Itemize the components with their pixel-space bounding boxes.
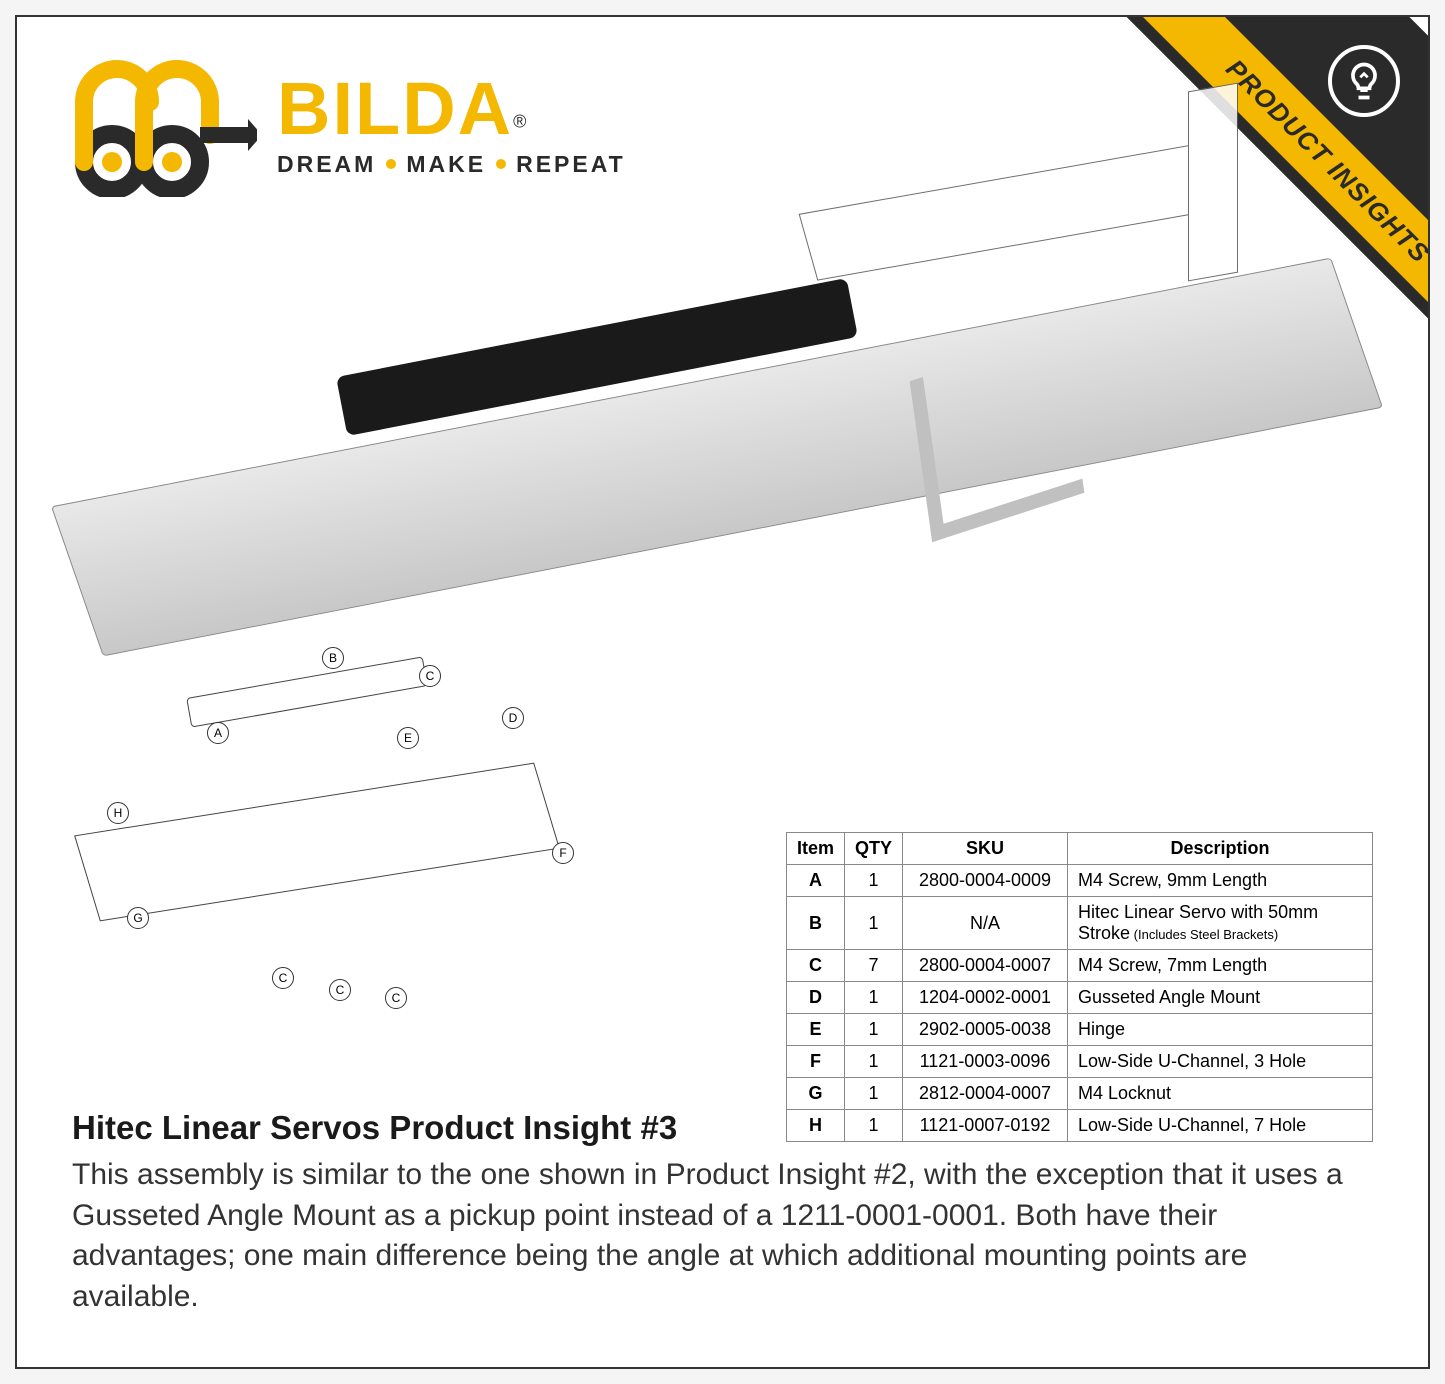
col-header-item: Item bbox=[786, 833, 844, 865]
description-block: Hitec Linear Servos Product Insight #3 T… bbox=[72, 1109, 1373, 1317]
cell-item: F bbox=[786, 1046, 844, 1078]
cell-qty: 1 bbox=[844, 1078, 902, 1110]
cell-qty: 1 bbox=[844, 1046, 902, 1078]
cell-qty: 1 bbox=[844, 865, 902, 897]
callout-bubble: C bbox=[385, 987, 407, 1009]
cell-qty: 1 bbox=[844, 897, 902, 950]
callout-bubble: C bbox=[329, 979, 351, 1001]
cell-sku: 2902-0005-0038 bbox=[903, 1014, 1068, 1046]
table-row: G12812-0004-0007M4 Locknut bbox=[786, 1078, 1372, 1110]
cell-sku: 1121-0003-0096 bbox=[903, 1046, 1068, 1078]
cell-sku: 2812-0004-0007 bbox=[903, 1078, 1068, 1110]
cell-sku: 2800-0004-0007 bbox=[903, 950, 1068, 982]
table-row: A12800-0004-0009M4 Screw, 9mm Length bbox=[786, 865, 1372, 897]
exploded-actuator-shape bbox=[186, 656, 428, 727]
cell-qty: 1 bbox=[844, 982, 902, 1014]
cell-desc-sub: (Includes Steel Brackets) bbox=[1130, 927, 1278, 942]
exploded-channel-shape bbox=[74, 763, 560, 922]
callout-bubble: C bbox=[272, 967, 294, 989]
callout-bubble: E bbox=[397, 727, 419, 749]
insight-title: Hitec Linear Servos Product Insight #3 bbox=[72, 1109, 1373, 1147]
callout-bubble: F bbox=[552, 842, 574, 864]
registered-mark: ® bbox=[513, 112, 526, 132]
cell-item: C bbox=[786, 950, 844, 982]
cell-desc: Hitec Linear Servo with 50mm Stroke (Inc… bbox=[1068, 897, 1373, 950]
table-row: E12902-0005-0038Hinge bbox=[786, 1014, 1372, 1046]
cell-desc: M4 Screw, 9mm Length bbox=[1068, 865, 1373, 897]
cell-sku: 1204-0002-0001 bbox=[903, 982, 1068, 1014]
callout-bubble: A bbox=[207, 722, 229, 744]
cell-item: G bbox=[786, 1078, 844, 1110]
parts-list-table: Item QTY SKU Description A12800-0004-000… bbox=[786, 832, 1373, 1142]
cell-qty: 1 bbox=[844, 1014, 902, 1046]
callout-bubble: B bbox=[322, 647, 344, 669]
table-row: F11121-0003-0096Low-Side U-Channel, 3 Ho… bbox=[786, 1046, 1372, 1078]
cell-item: E bbox=[786, 1014, 844, 1046]
cell-sku: N/A bbox=[903, 897, 1068, 950]
cell-item: D bbox=[786, 982, 844, 1014]
cell-item: B bbox=[786, 897, 844, 950]
cell-qty: 7 bbox=[844, 950, 902, 982]
lightbulb-icon bbox=[1328, 45, 1400, 117]
exploded-view-diagram: A B C D E F G H C C C bbox=[67, 617, 587, 1017]
cell-sku: 2800-0004-0009 bbox=[903, 865, 1068, 897]
cell-desc: M4 Screw, 7mm Length bbox=[1068, 950, 1373, 982]
cell-item: A bbox=[786, 865, 844, 897]
callout-bubble: D bbox=[502, 707, 524, 729]
table-row: C72800-0004-0007M4 Screw, 7mm Length bbox=[786, 950, 1372, 982]
callout-bubble: C bbox=[419, 665, 441, 687]
insight-body: This assembly is similar to the one show… bbox=[72, 1155, 1373, 1317]
col-header-sku: SKU bbox=[903, 833, 1068, 865]
col-header-qty: QTY bbox=[844, 833, 902, 865]
cell-desc: Low-Side U-Channel, 3 Hole bbox=[1068, 1046, 1373, 1078]
cell-desc: Hinge bbox=[1068, 1014, 1373, 1046]
col-header-desc: Description bbox=[1068, 833, 1373, 865]
callout-bubble: G bbox=[127, 907, 149, 929]
callout-bubble: H bbox=[107, 802, 129, 824]
page-frame: PRODUCT INSIGHTS BILDA® DREA bbox=[15, 15, 1430, 1369]
table-header-row: Item QTY SKU Description bbox=[786, 833, 1372, 865]
cell-desc: Gusseted Angle Mount bbox=[1068, 982, 1373, 1014]
table-row: D11204-0002-0001Gusseted Angle Mount bbox=[786, 982, 1372, 1014]
cell-desc: M4 Locknut bbox=[1068, 1078, 1373, 1110]
table-row: B1N/AHitec Linear Servo with 50mm Stroke… bbox=[786, 897, 1372, 950]
